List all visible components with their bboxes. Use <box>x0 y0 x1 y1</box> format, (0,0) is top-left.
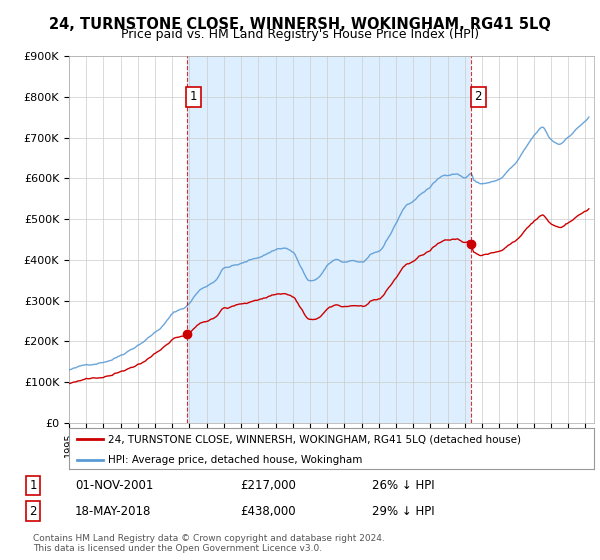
Text: 1: 1 <box>29 479 37 492</box>
Text: £438,000: £438,000 <box>240 505 296 518</box>
Text: Price paid vs. HM Land Registry's House Price Index (HPI): Price paid vs. HM Land Registry's House … <box>121 28 479 41</box>
Text: Contains HM Land Registry data © Crown copyright and database right 2024.
This d: Contains HM Land Registry data © Crown c… <box>33 534 385 553</box>
Text: 29% ↓ HPI: 29% ↓ HPI <box>372 505 434 518</box>
Text: 24, TURNSTONE CLOSE, WINNERSH, WOKINGHAM, RG41 5LQ (detached house): 24, TURNSTONE CLOSE, WINNERSH, WOKINGHAM… <box>109 435 521 445</box>
Text: 1: 1 <box>190 90 197 103</box>
Text: 2: 2 <box>475 90 482 103</box>
Text: 26% ↓ HPI: 26% ↓ HPI <box>372 479 434 492</box>
Text: £217,000: £217,000 <box>240 479 296 492</box>
Text: HPI: Average price, detached house, Wokingham: HPI: Average price, detached house, Woki… <box>109 455 363 465</box>
Text: 01-NOV-2001: 01-NOV-2001 <box>75 479 154 492</box>
Text: 2: 2 <box>29 505 37 518</box>
Text: 24, TURNSTONE CLOSE, WINNERSH, WOKINGHAM, RG41 5LQ: 24, TURNSTONE CLOSE, WINNERSH, WOKINGHAM… <box>49 17 551 32</box>
Text: 18-MAY-2018: 18-MAY-2018 <box>75 505 151 518</box>
Bar <box>187 56 472 423</box>
